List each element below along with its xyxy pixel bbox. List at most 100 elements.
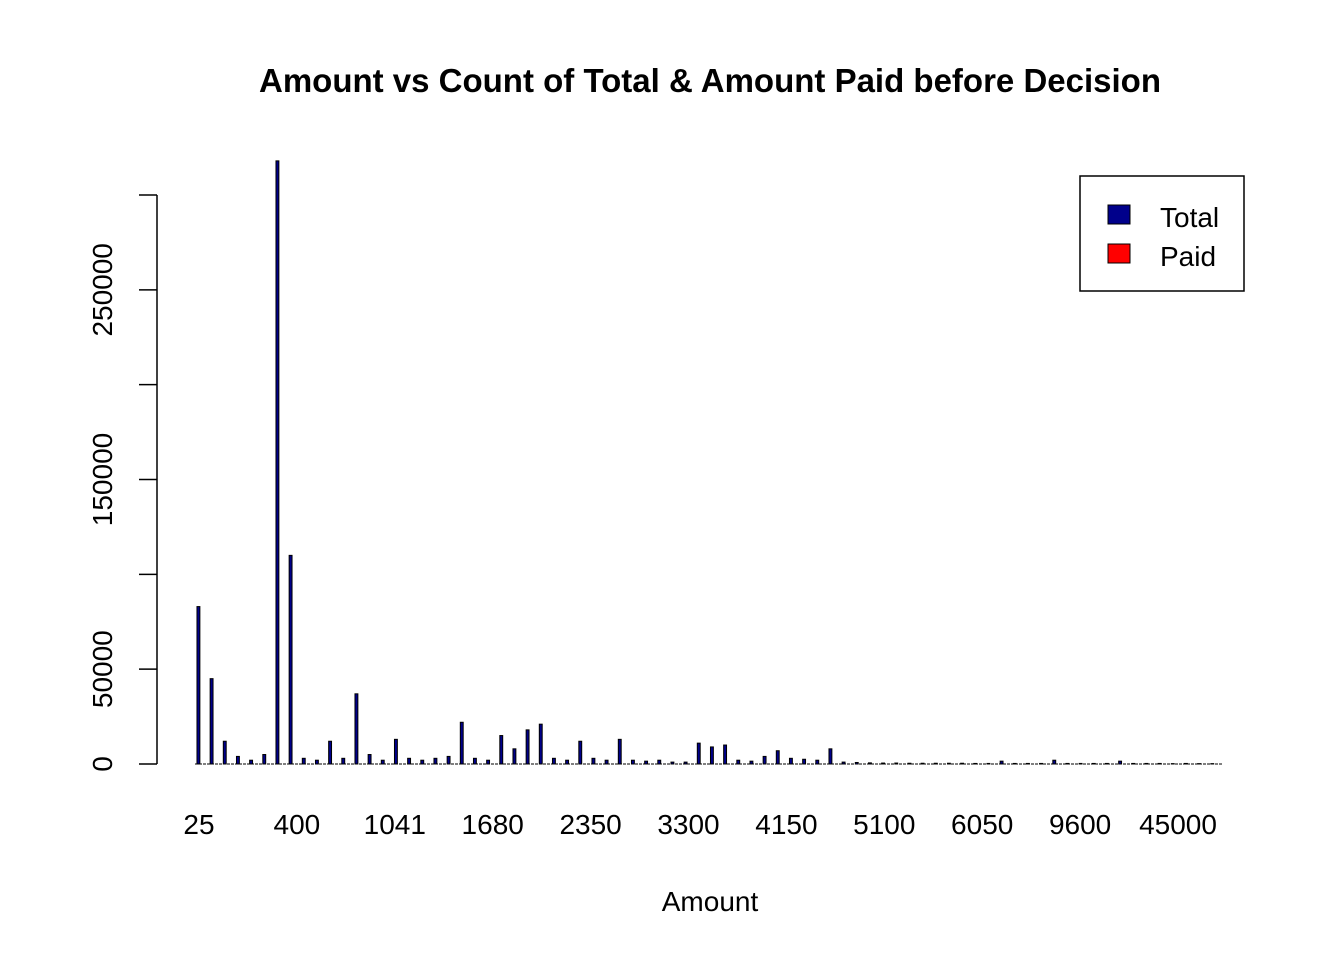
bar-total (842, 762, 845, 764)
bar-total (1066, 763, 1069, 764)
bar-total (1105, 763, 1108, 764)
bar-total (1000, 761, 1003, 764)
x-tick-label: 45000 (1139, 809, 1217, 840)
bar-total (947, 763, 950, 764)
bar-total (552, 758, 555, 764)
bar-total (895, 763, 898, 764)
bar-total (1184, 763, 1187, 764)
bar-total (500, 736, 503, 764)
bar-total (197, 607, 200, 764)
bar-total (1158, 763, 1161, 764)
bar-total (1040, 763, 1043, 764)
legend-swatch-total (1108, 205, 1130, 224)
legend-swatch-paid (1108, 244, 1130, 263)
bar-total (671, 762, 674, 764)
bar-total (223, 741, 226, 764)
bar-total (447, 756, 450, 764)
bar-total (1013, 763, 1016, 764)
bar-total (263, 755, 266, 764)
bar-total (803, 759, 806, 764)
bar-total (1079, 763, 1082, 764)
bar-total (631, 760, 634, 764)
bar-total (276, 161, 279, 764)
y-tick-label: 0 (87, 756, 118, 772)
bar-total (236, 756, 239, 764)
bar-total (1026, 763, 1029, 764)
bar-total (539, 724, 542, 764)
x-tick-label: 400 (274, 809, 321, 840)
y-tick-label: 150000 (87, 433, 118, 526)
legend: Total Paid (1080, 176, 1244, 291)
bar-total (763, 756, 766, 764)
bar-total (1132, 763, 1135, 764)
bar-total (750, 761, 753, 764)
x-tick-label: 4150 (755, 809, 817, 840)
bar-total (789, 758, 792, 764)
y-tick-label: 250000 (87, 243, 118, 336)
bar-total (302, 758, 305, 764)
x-tick-label: 5100 (853, 809, 915, 840)
x-tick-label: 2350 (559, 809, 621, 840)
bar-total (526, 730, 529, 764)
bar-total (658, 760, 661, 764)
bar-total (882, 763, 885, 764)
x-tick-label: 1680 (462, 809, 524, 840)
bar-total (684, 762, 687, 764)
bar-total (1145, 763, 1148, 764)
bar-total (921, 763, 924, 764)
bar-total (381, 760, 384, 764)
bar-total (513, 749, 516, 764)
bar-total (434, 758, 437, 764)
x-tick-label: 1041 (364, 809, 426, 840)
bar-total (421, 760, 424, 764)
legend-label-paid: Paid (1160, 241, 1216, 272)
bar-total (210, 679, 213, 764)
bar-total (645, 761, 648, 764)
bar-total (816, 760, 819, 764)
bar-total (974, 763, 977, 764)
bar-total (394, 739, 397, 764)
legend-label-total: Total (1160, 202, 1219, 233)
bar-total (487, 760, 490, 764)
y-tick-label: 50000 (87, 630, 118, 708)
bar-total (1092, 763, 1095, 764)
bar-total (1053, 760, 1056, 764)
bar-total (908, 763, 911, 764)
bar-total (987, 763, 990, 764)
bar-total (868, 763, 871, 764)
bar-total (776, 751, 779, 764)
bar-total (961, 763, 964, 764)
legend-box (1080, 176, 1244, 291)
bar-total (460, 722, 463, 764)
bar-total (566, 760, 569, 764)
bar-total (724, 745, 727, 764)
bars (195, 161, 1222, 764)
bar-total (1119, 761, 1122, 764)
chart-title: Amount vs Count of Total & Amount Paid b… (259, 62, 1161, 99)
bar-total (355, 694, 358, 764)
bar-total (289, 555, 292, 764)
bar-total (592, 758, 595, 764)
bar-total (697, 743, 700, 764)
bar-total (934, 763, 937, 764)
x-tick-label: 9600 (1049, 809, 1111, 840)
bar-total (618, 739, 621, 764)
bar-total (329, 741, 332, 764)
x-tick-label: 3300 (657, 809, 719, 840)
bar-total (473, 758, 476, 764)
bar-total (855, 762, 858, 764)
bar-total (315, 760, 318, 764)
bar-total (737, 760, 740, 764)
x-axis: 25 400 1041 1680 2350 3300 4150 5100 6050 9600 450… (183, 809, 1217, 840)
bar-total (829, 749, 832, 764)
x-axis-label: Amount (662, 886, 759, 917)
bar-total (342, 758, 345, 764)
x-tick-label: 25 (183, 809, 214, 840)
y-axis: 0 50000 150000 250000 (87, 195, 157, 772)
bar-total (250, 760, 253, 764)
bar-total (368, 755, 371, 764)
bar-total (579, 741, 582, 764)
x-tick-label: 6050 (951, 809, 1013, 840)
